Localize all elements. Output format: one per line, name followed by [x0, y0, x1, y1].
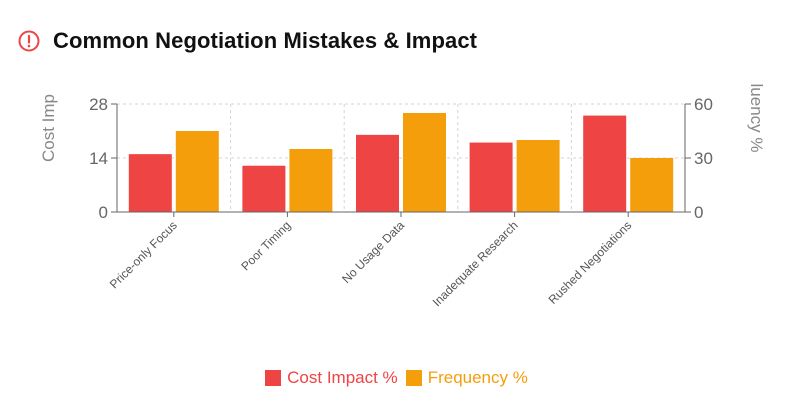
bar-frequency [630, 158, 674, 212]
x-tick-label: Price-only Focus [107, 218, 180, 291]
y-right-tick-label: 0 [694, 203, 703, 222]
bar-cost-impact [583, 115, 627, 212]
x-tick-label: Poor Timing [238, 218, 293, 273]
chart-title: Common Negotiation Mistakes & Impact [53, 28, 478, 53]
chart-legend: Cost Impact % Frequency % [0, 368, 793, 388]
chart-header: Common Negotiation Mistakes & Impact [18, 28, 477, 54]
x-tick-label: No Usage Data [339, 218, 407, 286]
bar-frequency [516, 140, 560, 212]
y-left-tick-label: 28 [89, 95, 108, 114]
bar-cost-impact [469, 142, 513, 212]
y-right-tick-label: 30 [694, 149, 713, 168]
y-axis-left-label: Cost Imp [39, 94, 58, 162]
y-left-tick-label: 14 [89, 149, 108, 168]
bar-frequency [403, 113, 446, 212]
y-right-tick-label: 60 [694, 95, 713, 114]
alert-circle-icon [18, 30, 40, 52]
legend-label-frequency: Frequency % [427, 368, 528, 387]
x-tick-label: Inadequate Research [430, 218, 521, 309]
bar-frequency [289, 149, 333, 212]
x-tick-label: Rushed Negotiations [546, 218, 635, 307]
bar-cost-impact [356, 134, 399, 212]
legend-item-frequency[interactable]: Frequency % [405, 368, 528, 388]
bar-cost-impact [128, 154, 172, 212]
bar-chart: 0 14 28 0 30 60 Cost Imp luency % Price-only Foc… [39, 84, 766, 310]
legend-swatch-frequency [405, 370, 422, 386]
y-axis-right-label: luency % [747, 84, 766, 153]
legend-label-cost-impact: Cost Impact % [287, 368, 398, 387]
bar-frequency [175, 131, 219, 212]
legend-swatch-cost-impact [265, 370, 282, 386]
legend-item-cost-impact[interactable]: Cost Impact % [265, 368, 398, 388]
bar-cost-impact [242, 165, 286, 212]
y-left-tick-label: 0 [99, 203, 108, 222]
